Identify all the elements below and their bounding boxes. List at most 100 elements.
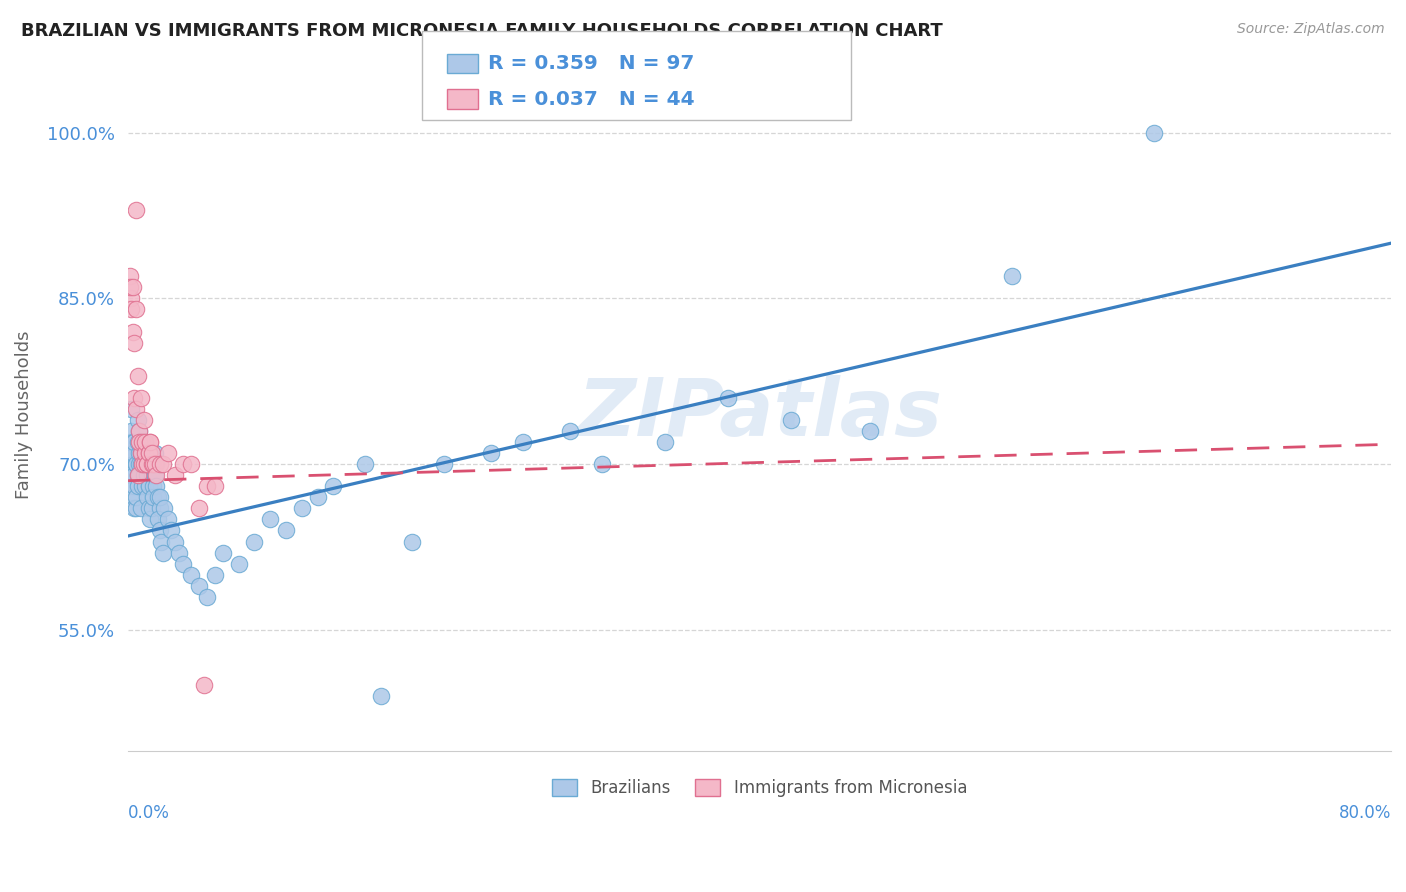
Point — [307, 491, 329, 505]
Point — [156, 512, 179, 526]
Point — [129, 457, 152, 471]
Point — [138, 479, 160, 493]
Point — [121, 325, 143, 339]
Point — [172, 557, 194, 571]
Point — [159, 524, 181, 538]
Point — [127, 468, 149, 483]
Point — [433, 457, 456, 471]
Point — [125, 401, 148, 416]
Point — [125, 202, 148, 217]
Point — [259, 512, 281, 526]
Point — [143, 468, 166, 483]
Point — [859, 424, 882, 438]
Point — [156, 446, 179, 460]
Point — [195, 479, 218, 493]
Point — [131, 457, 153, 471]
Point — [118, 280, 141, 294]
Point — [124, 501, 146, 516]
Point — [139, 512, 162, 526]
Y-axis label: Family Households: Family Households — [15, 330, 32, 499]
Point — [132, 457, 155, 471]
Point — [125, 302, 148, 317]
Point — [370, 689, 392, 703]
Point — [121, 491, 143, 505]
Point — [120, 302, 142, 317]
Point — [188, 579, 211, 593]
Point — [131, 479, 153, 493]
Point — [243, 534, 266, 549]
Point — [141, 457, 163, 471]
Point — [479, 446, 502, 460]
Point — [134, 446, 156, 460]
Point — [654, 435, 676, 450]
Point — [120, 446, 142, 460]
Point — [139, 446, 162, 460]
Point — [780, 413, 803, 427]
Point — [125, 457, 148, 471]
Legend: Brazilians, Immigrants from Micronesia: Brazilians, Immigrants from Micronesia — [546, 772, 974, 804]
Point — [125, 501, 148, 516]
Point — [193, 678, 215, 692]
Point — [118, 435, 141, 450]
Point — [141, 468, 163, 483]
Point — [129, 446, 152, 460]
Point — [127, 468, 149, 483]
Point — [118, 479, 141, 493]
Point — [141, 501, 163, 516]
Point — [124, 391, 146, 405]
Point — [132, 468, 155, 483]
Text: 80.0%: 80.0% — [1339, 805, 1391, 822]
Point — [121, 446, 143, 460]
Point — [136, 446, 159, 460]
Point — [204, 479, 226, 493]
Point — [150, 534, 173, 549]
Point — [149, 491, 172, 505]
Point — [291, 501, 314, 516]
Point — [128, 435, 150, 450]
Point — [138, 501, 160, 516]
Point — [139, 457, 162, 471]
Point — [195, 590, 218, 604]
Point — [127, 435, 149, 450]
Point — [717, 391, 740, 405]
Point — [138, 446, 160, 460]
Point — [149, 501, 172, 516]
Point — [146, 512, 169, 526]
Point — [188, 501, 211, 516]
Point — [134, 435, 156, 450]
Point — [204, 567, 226, 582]
Point — [128, 424, 150, 438]
Point — [131, 435, 153, 450]
Point — [145, 468, 167, 483]
Point — [127, 413, 149, 427]
Text: ZIPatlas: ZIPatlas — [576, 376, 942, 453]
Point — [120, 401, 142, 416]
Point — [180, 457, 202, 471]
Point — [139, 435, 162, 450]
Point — [149, 457, 172, 471]
Point — [136, 457, 159, 471]
Point — [165, 468, 187, 483]
Point — [136, 491, 159, 505]
Point — [136, 468, 159, 483]
Point — [146, 491, 169, 505]
Point — [136, 457, 159, 471]
Point — [1001, 269, 1024, 284]
Point — [591, 457, 613, 471]
Point — [124, 335, 146, 350]
Point — [128, 468, 150, 483]
Point — [132, 413, 155, 427]
Point — [180, 567, 202, 582]
Point — [143, 457, 166, 471]
Point — [139, 435, 162, 450]
Point — [145, 457, 167, 471]
Point — [124, 468, 146, 483]
Point — [131, 446, 153, 460]
Text: R = 0.037   N = 44: R = 0.037 N = 44 — [488, 89, 695, 109]
Point — [558, 424, 581, 438]
Point — [228, 557, 250, 571]
Point — [153, 501, 176, 516]
Point — [149, 524, 172, 538]
Text: 0.0%: 0.0% — [128, 805, 170, 822]
Point — [165, 534, 187, 549]
